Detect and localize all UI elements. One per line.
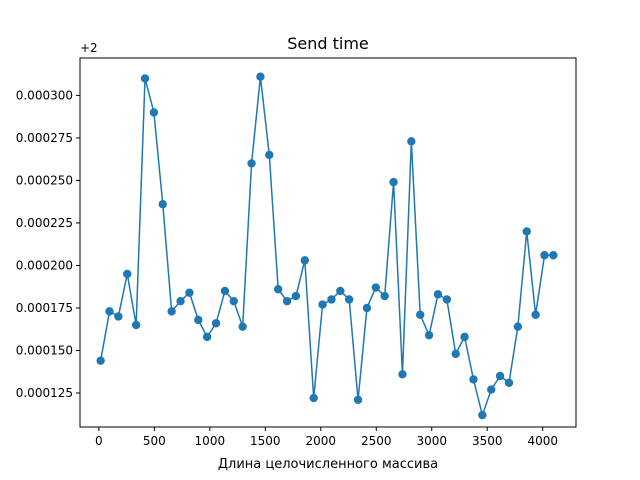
- data-point: [327, 295, 336, 304]
- data-point: [424, 330, 434, 340]
- y-offset-label: +2: [80, 41, 98, 55]
- chart-title: Send time: [287, 34, 369, 53]
- data-point: [433, 290, 443, 299]
- y-tick-label: 0.000175: [16, 301, 73, 315]
- data-point: [282, 296, 292, 306]
- x-axis-label: Длина целочисленного массива: [218, 457, 438, 472]
- data-point: [513, 322, 523, 331]
- data-point: [442, 295, 452, 304]
- data-point: [389, 177, 398, 187]
- data-point: [531, 310, 540, 319]
- data-point: [291, 291, 301, 301]
- data-point: [220, 286, 230, 296]
- data-point: [105, 307, 114, 316]
- data-point: [380, 291, 389, 301]
- data-point: [336, 286, 345, 296]
- series-line: [99, 75, 554, 416]
- data-point: [371, 283, 381, 292]
- y-axis: 0.000125 0.000150 0.000175 0.000200 0.000225…: [16, 88, 80, 400]
- y-tick-label: 0.000275: [16, 131, 73, 145]
- data-point: [300, 256, 310, 265]
- data-point: [318, 300, 327, 309]
- x-tick-label: 3000: [416, 434, 447, 448]
- y-tick-label: 0.000150: [16, 343, 73, 357]
- x-tick-label: 4000: [527, 434, 558, 448]
- data-point: [344, 295, 354, 304]
- data-point: [309, 393, 318, 403]
- data-point: [273, 285, 283, 294]
- data-point: [167, 307, 176, 316]
- axes-frame: [79, 57, 577, 428]
- data-point: [247, 159, 256, 168]
- x-tick-label: 2000: [306, 434, 337, 448]
- x-tick-label: 1500: [250, 434, 281, 448]
- x-tick-label: 1000: [195, 434, 226, 448]
- data-point: [140, 74, 150, 83]
- data-point: [185, 288, 194, 297]
- data-point: [362, 303, 372, 313]
- data-point: [469, 375, 478, 384]
- data-point: [451, 349, 460, 359]
- data-point: [487, 385, 496, 394]
- data-point: [114, 312, 123, 321]
- data-point: [460, 332, 469, 342]
- data-point: [407, 137, 416, 146]
- data-point: [229, 296, 238, 306]
- data-point: [353, 395, 363, 404]
- data-point: [202, 332, 212, 342]
- y-tick-label: 0.000300: [16, 88, 73, 102]
- data-point: [123, 269, 132, 279]
- data-point: [416, 310, 425, 319]
- data-point: [504, 378, 514, 387]
- data-point: [549, 251, 558, 260]
- data-point: [211, 319, 221, 328]
- data-point: [176, 296, 185, 306]
- data-point: [495, 371, 505, 381]
- data-point: [238, 322, 247, 331]
- y-tick-label: 0.000200: [16, 258, 73, 272]
- x-tick-label: 2500: [361, 434, 392, 448]
- data-point: [131, 320, 141, 330]
- y-tick-label: 0.000250: [16, 173, 73, 187]
- data-point: [194, 315, 203, 325]
- y-tick-label: 0.000225: [16, 216, 73, 230]
- data-point: [158, 200, 167, 209]
- data-point: [478, 410, 487, 420]
- data-point: [398, 370, 407, 379]
- plot-area: [96, 72, 558, 420]
- x-axis: 0 500 1000 1500 2000 2500 3000 3500 4000: [95, 427, 558, 448]
- data-point: [256, 72, 265, 81]
- data-point: [540, 251, 549, 260]
- x-tick-label: 500: [143, 434, 166, 448]
- data-point: [149, 108, 159, 117]
- data-point: [265, 150, 274, 160]
- data-point: [522, 227, 531, 236]
- y-tick-label: 0.000125: [16, 386, 73, 400]
- x-tick-label: 0: [95, 434, 103, 448]
- x-tick-label: 3500: [472, 434, 503, 448]
- data-point: [96, 356, 105, 365]
